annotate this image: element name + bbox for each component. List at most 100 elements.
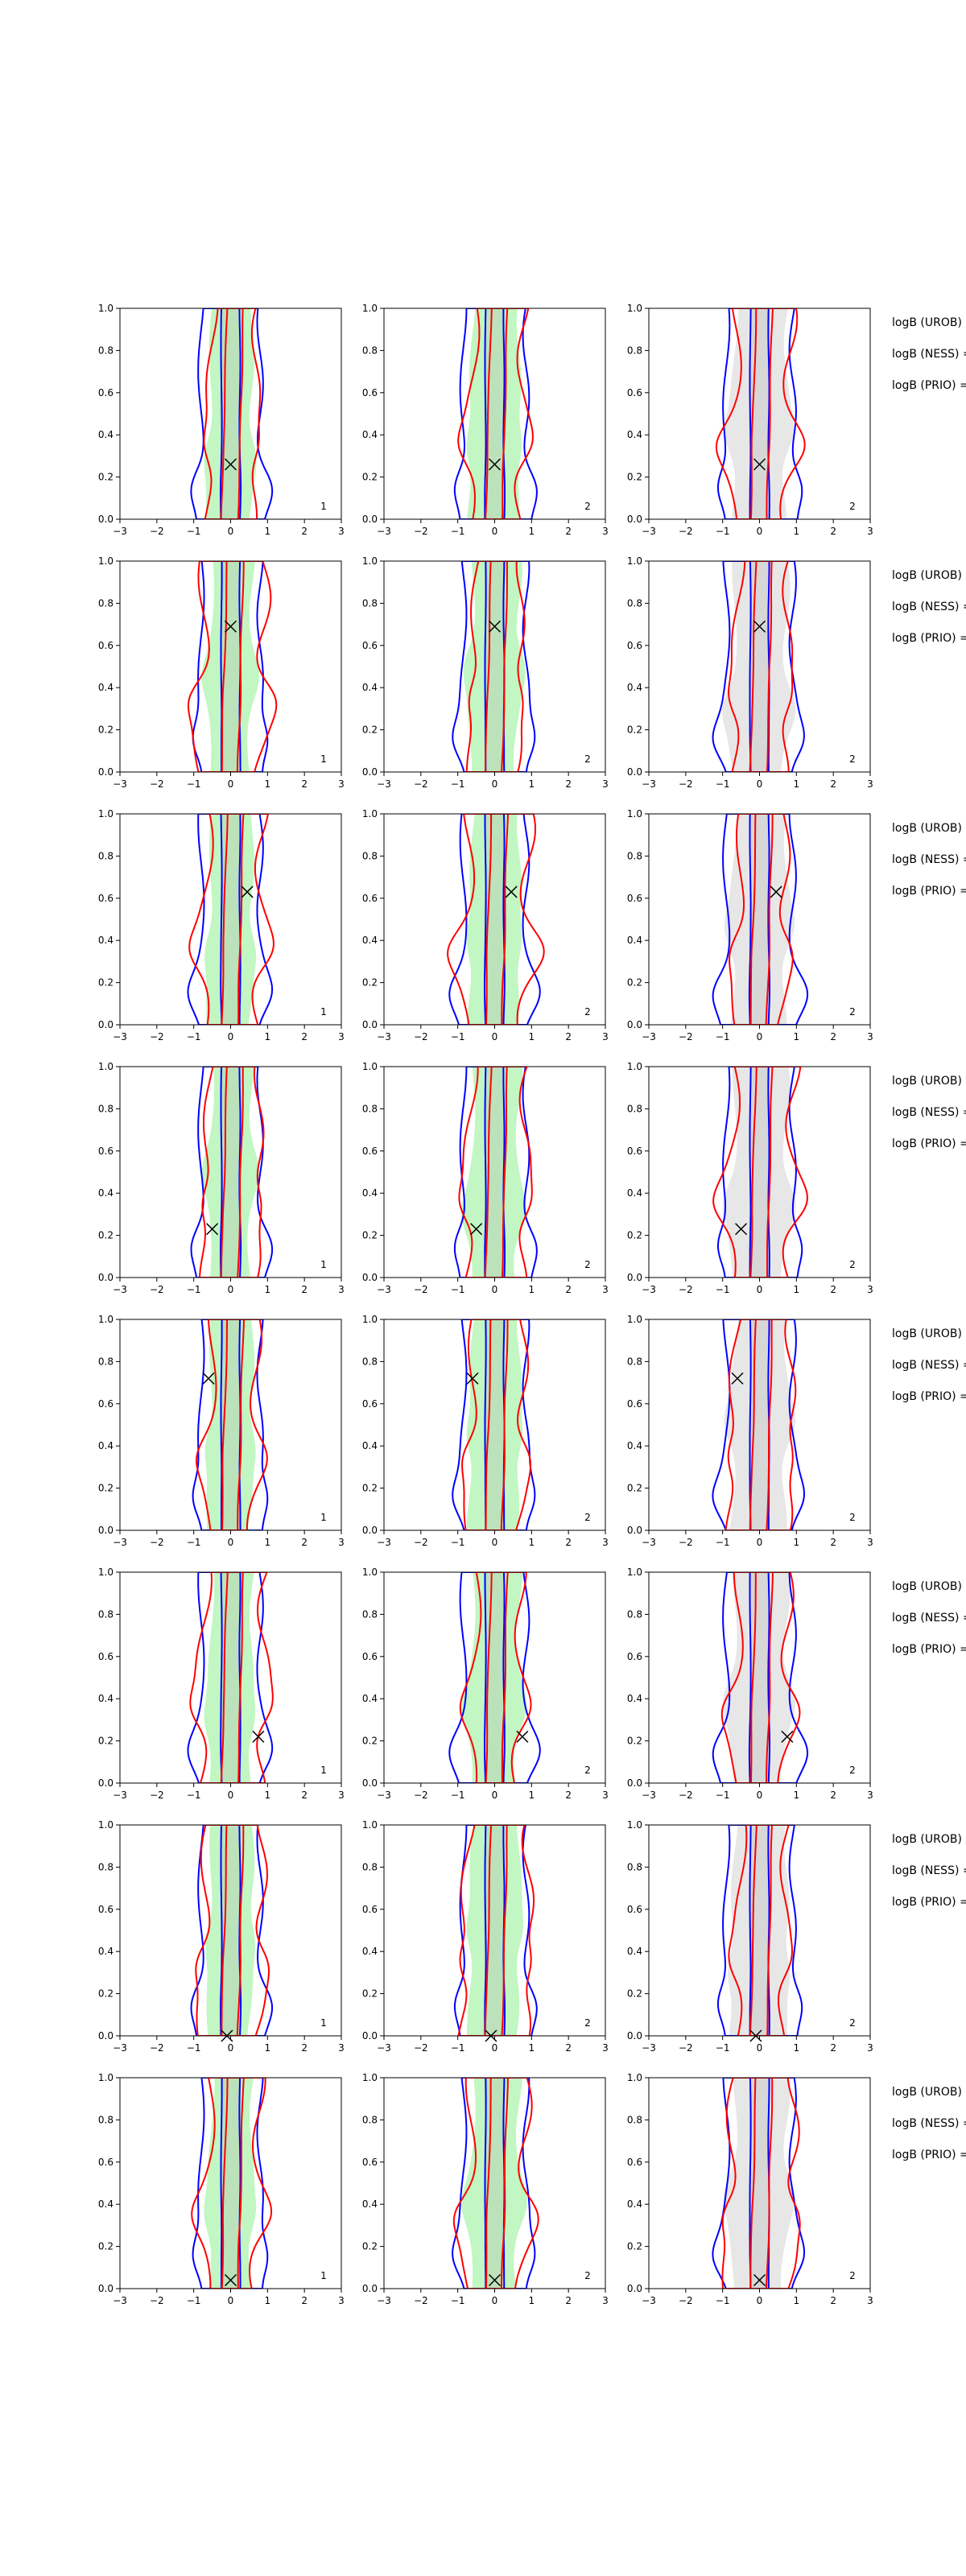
logb-label: logB (NESS) = (892, 1106, 966, 1119)
logb-label: logB (NESS) = (892, 1612, 966, 1624)
x-tick-label: 3 (338, 2042, 345, 2054)
x-tick-label: −3 (377, 1537, 391, 1548)
logb-label: logB (PRIO) = (892, 885, 966, 898)
true-value-marker (224, 620, 237, 633)
x-tick-label: −3 (113, 526, 127, 537)
x-tick-label: −2 (414, 1790, 428, 1801)
y-tick-label: 0.2 (362, 1483, 378, 1494)
x-tick-label: 3 (602, 1284, 609, 1295)
y-tick-label: 0.8 (362, 2114, 378, 2125)
red-contour (729, 814, 794, 1025)
y-tick-label: 0.6 (627, 640, 642, 651)
panel-corner-label: 1 (320, 1765, 327, 1776)
x-tick-label: −1 (451, 1537, 465, 1548)
blue-contour (712, 1572, 808, 1783)
blue-contour (190, 1825, 274, 2036)
y-tick-label: 0.4 (627, 1693, 642, 1704)
red-contour (720, 1572, 801, 1783)
x-tick-label: 1 (265, 778, 271, 790)
x-tick-label: −2 (150, 1284, 164, 1295)
x-tick-label: −3 (377, 1790, 391, 1801)
subplot-r4-c2: −3 −2 −1 0 1 2 3 0.0 0.2 0.4 0.6 0.8 1.0 2 (362, 1061, 609, 1295)
x-tick-label: −3 (113, 1284, 127, 1295)
y-tick-label: 1.0 (627, 303, 642, 314)
x-tick-label: −1 (187, 1031, 201, 1042)
x-tick-label: 2 (301, 2042, 308, 2054)
red-contour (749, 814, 774, 1025)
y-tick-label: 0.8 (627, 345, 642, 356)
panel-corner-label: 1 (320, 753, 327, 765)
x-tick-label: −3 (642, 778, 656, 790)
y-tick-label: 0.4 (627, 935, 642, 946)
x-tick-label: −3 (113, 2042, 127, 2054)
x-tick-label: 0 (757, 2042, 763, 2054)
red-contour (203, 308, 262, 519)
density-fill-core (220, 1825, 242, 2036)
y-tick-label: 1.0 (627, 1314, 642, 1325)
x-tick-label: −3 (377, 526, 391, 537)
y-tick-label: 0.2 (627, 1483, 642, 1494)
x-tick-label: 1 (265, 526, 271, 537)
x-tick-label: 2 (301, 2295, 308, 2306)
x-tick-label: 0 (228, 2295, 234, 2306)
logb-label: logB (PRIO) = (892, 1896, 966, 1909)
y-tick-label: 0.2 (627, 977, 642, 989)
panel-corner-label: 1 (320, 1006, 327, 1018)
y-tick-label: 0.8 (362, 345, 378, 356)
x-tick-label: 1 (529, 2295, 535, 2306)
y-tick-label: 0.8 (362, 1356, 378, 1367)
blue-contour (448, 1572, 541, 1783)
red-contour (189, 1572, 274, 1783)
y-tick-label: 0.4 (627, 1440, 642, 1451)
x-tick-label: −2 (150, 526, 164, 537)
logb-label: logB (UROB) = (892, 1580, 966, 1593)
y-tick-label: 0.2 (362, 472, 378, 483)
blue-contour (220, 1572, 242, 1783)
x-tick-label: 1 (794, 1537, 800, 1548)
x-tick-label: −3 (642, 1031, 656, 1042)
subplot-r4-c1: −3 −2 −1 0 1 2 3 0.0 0.2 0.4 0.6 0.8 1.0 1 (98, 1061, 345, 1295)
y-tick-label: 0.8 (98, 1608, 114, 1620)
red-contour (220, 1572, 244, 1783)
x-tick-label: 2 (301, 778, 308, 790)
panel-corner-label: 2 (849, 2270, 856, 2281)
logb-label: logB (UROB) = (892, 316, 966, 329)
y-tick-label: 0.8 (362, 1103, 378, 1114)
blue-contour (453, 1825, 538, 2036)
x-tick-label: 0 (757, 1790, 763, 1801)
x-tick-label: 3 (602, 1537, 609, 1548)
density-fill (466, 1319, 523, 1530)
true-value-marker (241, 886, 254, 898)
panel-corner-label: 2 (584, 753, 591, 765)
density-fill (724, 814, 795, 1025)
x-tick-label: −2 (150, 1031, 164, 1042)
y-tick-label: 0.2 (362, 2241, 378, 2252)
y-tick-label: 0.2 (362, 1230, 378, 1241)
red-contour (749, 1572, 774, 1783)
x-tick-label: −1 (187, 526, 201, 537)
y-tick-label: 0.2 (627, 472, 642, 483)
x-tick-label: 0 (757, 778, 763, 790)
true-value-marker (206, 1223, 219, 1236)
density-fill (724, 1319, 796, 1530)
red-contour (749, 308, 774, 519)
x-tick-label: 0 (757, 1537, 763, 1548)
y-tick-label: 0.8 (98, 1103, 114, 1114)
x-tick-label: 2 (565, 2295, 572, 2306)
density-fill (722, 1067, 796, 1278)
panel-corner-label: 1 (320, 1512, 327, 1523)
y-tick-label: 0.4 (627, 2198, 642, 2210)
y-tick-label: 0.4 (98, 429, 114, 440)
blue-contour (716, 1825, 803, 2036)
y-tick-label: 1.0 (98, 808, 114, 819)
y-tick-label: 1.0 (362, 808, 378, 819)
y-tick-label: 0.0 (362, 1777, 378, 1789)
red-contour (465, 561, 526, 772)
y-tick-label: 0.0 (627, 514, 642, 525)
blue-contour (220, 561, 242, 772)
panel-corner-label: 2 (849, 501, 856, 512)
y-tick-label: 1.0 (627, 1567, 642, 1578)
density-fill-core (220, 308, 242, 519)
density-fill (204, 308, 257, 519)
x-tick-label: −2 (679, 1537, 693, 1548)
